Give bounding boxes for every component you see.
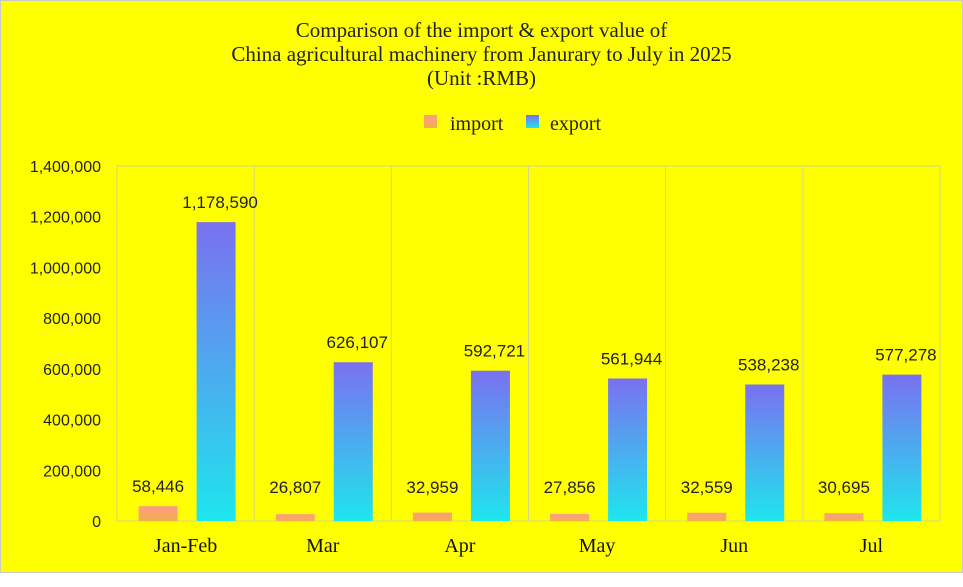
legend-swatch-import	[424, 115, 437, 128]
data-label-import: 58,446	[132, 477, 184, 496]
bar-import	[824, 513, 864, 521]
bar-import	[412, 512, 452, 521]
x-tick-label: Jan-Feb	[154, 535, 217, 557]
data-label-import: 26,807	[269, 478, 321, 497]
legend-label-import: import	[450, 113, 504, 135]
y-tick-label: 600,000	[43, 362, 101, 379]
bar-import	[550, 513, 590, 521]
y-tick-label: 1,000,000	[30, 260, 101, 277]
data-label-import: 32,559	[681, 478, 733, 497]
x-tick-label: Mar	[306, 535, 340, 557]
legend: import export	[424, 113, 602, 135]
data-label-export: 577,278	[875, 346, 936, 365]
bar-export	[745, 384, 785, 521]
bar-export	[608, 378, 648, 521]
y-tick-label: 0	[92, 514, 101, 531]
data-label-export: 1,178,590	[182, 193, 258, 212]
x-tick-label: Jun	[720, 535, 748, 557]
y-tick-label: 400,000	[43, 413, 101, 430]
x-tick-label: Apr	[444, 535, 475, 557]
data-label-export: 561,944	[601, 350, 662, 369]
legend-swatch-export	[526, 115, 539, 128]
chart-title-line-1: Comparison of the import & export value …	[295, 18, 668, 42]
bar-import	[275, 514, 315, 521]
bar-import	[687, 512, 727, 521]
x-tick-label: May	[579, 535, 616, 557]
bar-export	[882, 374, 922, 521]
legend-label-export: export	[550, 113, 602, 135]
chart-frame: Comparison of the import & export value …	[0, 0, 963, 573]
data-label-import: 32,959	[406, 478, 458, 497]
chart-subtitle-unit: (Unit :RMB)	[426, 66, 537, 90]
bar-export	[196, 222, 236, 521]
bar-import	[138, 506, 178, 521]
bar-export	[470, 370, 510, 521]
bar-chart: import export 0 200,000 400,000 600,000 800,…	[30, 113, 941, 557]
data-label-import: 27,856	[544, 478, 596, 497]
y-tick-label: 800,000	[43, 311, 101, 328]
data-label-import: 30,695	[818, 478, 870, 497]
chart-title-line-2: China agricultural machinery from Janura…	[231, 42, 732, 66]
y-tick-label: 200,000	[43, 463, 101, 480]
data-label-export: 626,107	[327, 333, 388, 352]
x-tick-label: Jul	[860, 535, 884, 557]
y-tick-label: 1,400,000	[30, 159, 101, 176]
y-tick-label: 1,200,000	[30, 210, 101, 227]
data-label-export: 538,238	[738, 356, 799, 375]
data-label-export: 592,721	[464, 342, 525, 361]
bar-export	[333, 362, 373, 521]
